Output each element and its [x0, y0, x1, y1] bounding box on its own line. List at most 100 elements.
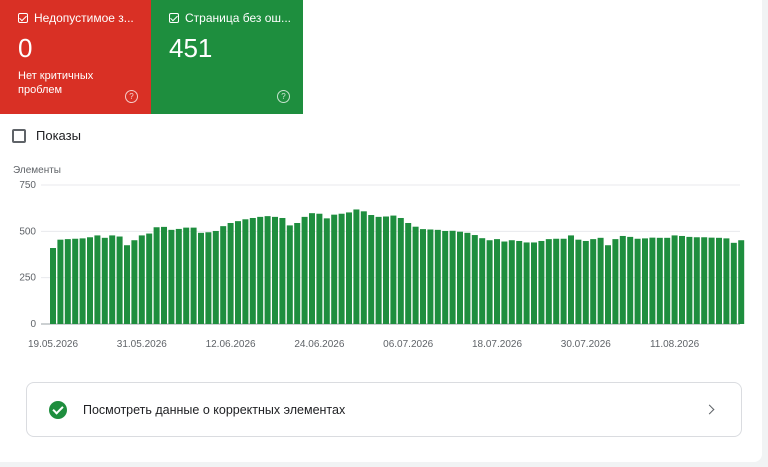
- chart-bar: [309, 213, 315, 324]
- chart-bar: [131, 240, 138, 324]
- chart-bar: [642, 238, 648, 324]
- check-circle-icon: [49, 400, 67, 419]
- chart-bar: [138, 235, 145, 324]
- chart-bar: [257, 216, 264, 324]
- chart-bar: [679, 235, 685, 324]
- chart-bar: [531, 242, 537, 324]
- chart-bar: [693, 237, 700, 324]
- valid-card[interactable]: Страница без ош... 451 ?: [151, 0, 303, 114]
- checkbox-icon[interactable]: [12, 128, 26, 143]
- chart-bar: [664, 237, 671, 324]
- chart-bar: [397, 217, 404, 324]
- help-circle-icon[interactable]: ?: [277, 90, 290, 103]
- chart-bar: [383, 216, 389, 324]
- chart-bar: [523, 242, 530, 324]
- chart-bar: [471, 235, 478, 324]
- chart-bar: [146, 233, 153, 324]
- chart-bar: [301, 216, 308, 324]
- chart-bar: [94, 235, 101, 324]
- chart-bar: [338, 213, 345, 324]
- chart-bar: [590, 239, 597, 324]
- chart-bar: [79, 238, 86, 324]
- chart-bar: [72, 238, 79, 324]
- chart-bar: [294, 222, 301, 324]
- chart-bar: [575, 239, 582, 324]
- chart-bar: [153, 227, 160, 324]
- chart-bar: [161, 226, 167, 324]
- chart-bar: [124, 245, 130, 324]
- chart-bar: [368, 215, 375, 324]
- chart-bar: [605, 245, 611, 324]
- chart-bar: [360, 211, 367, 324]
- view-valid-items-button[interactable]: Посмотреть данные о корректных элементах: [26, 382, 742, 437]
- x-tick-label: 19.05.2026: [28, 339, 78, 350]
- chart-bar: [516, 240, 523, 324]
- chart-bar: [671, 235, 678, 324]
- chart-bar: [560, 238, 567, 324]
- error-count: 0: [18, 33, 33, 63]
- chart-bar: [738, 240, 745, 324]
- chart-bar: [116, 236, 123, 324]
- chart-bar: [597, 237, 604, 324]
- chart-bar: [316, 213, 323, 324]
- chart-bar: [508, 240, 515, 324]
- chart-bar: [272, 216, 278, 324]
- x-tick-label: 12.06.2026: [206, 339, 256, 350]
- chart-bar: [449, 230, 456, 324]
- chart-bar: [420, 229, 426, 324]
- chart-bar: [649, 237, 656, 324]
- chart-bar: [568, 235, 574, 324]
- x-tick-label: 31.05.2026: [117, 339, 167, 350]
- chart-bar: [235, 221, 241, 324]
- y-tick-label: 250: [19, 273, 36, 284]
- chart-bar: [538, 240, 545, 324]
- x-tick-label: 30.07.2026: [561, 339, 611, 350]
- error-card-title: Недопустимое з...: [34, 11, 134, 25]
- chart-bar: [227, 222, 234, 324]
- chart-bar: [553, 238, 560, 324]
- chart-bar: [442, 230, 449, 324]
- checkbox-checked-icon[interactable]: [169, 13, 179, 23]
- x-tick-label: 18.07.2026: [472, 339, 522, 350]
- chart-bar: [190, 227, 197, 324]
- chart-bar: [627, 236, 634, 324]
- chart-bar: [205, 232, 212, 324]
- chart-bar: [479, 238, 486, 324]
- chart-bar: [427, 229, 434, 324]
- chart-bar: [619, 235, 626, 324]
- y-tick-label: 500: [19, 226, 36, 237]
- chart-bar: [323, 218, 330, 324]
- chart-bar: [331, 214, 338, 324]
- chart-bar: [708, 237, 715, 324]
- chart-bar: [168, 229, 175, 324]
- chart-bar: [464, 232, 471, 324]
- chart-bar: [57, 239, 64, 324]
- impressions-toggle[interactable]: Показы: [12, 128, 81, 143]
- view-valid-items-label: Посмотреть данные о корректных элементах: [83, 402, 346, 417]
- chart-bar: [486, 240, 493, 324]
- checkbox-checked-icon[interactable]: [18, 13, 28, 23]
- chart-bar: [264, 216, 271, 324]
- chart-bar: [375, 216, 382, 324]
- chart-bar: [457, 231, 463, 324]
- chart-bar: [405, 222, 412, 324]
- chart-bar: [183, 227, 190, 324]
- y-axis-title: Элементы: [13, 165, 61, 176]
- chart-bar: [64, 239, 71, 324]
- impressions-label: Показы: [36, 128, 81, 143]
- chart-bar: [412, 226, 419, 324]
- valid-card-title: Страница без ош...: [185, 11, 292, 25]
- help-circle-icon[interactable]: ?: [125, 90, 138, 103]
- chart-bar: [220, 226, 227, 324]
- items-bar-chart: 0 250 500 750 19.05.2026 31.05.2026 12.06.2026…: [19, 180, 745, 350]
- chart-bar: [346, 212, 352, 324]
- chart-bar: [50, 248, 56, 324]
- chart-bar: [656, 237, 663, 324]
- chart-bar: [716, 237, 722, 324]
- chart-bar: [612, 239, 619, 324]
- x-tick-label: 11.08.2026: [650, 339, 700, 350]
- error-card[interactable]: Недопустимое з... 0 Нет критичных пробле…: [0, 0, 151, 114]
- chart-bar: [501, 241, 508, 324]
- x-tick-label: 24.06.2026: [294, 339, 344, 350]
